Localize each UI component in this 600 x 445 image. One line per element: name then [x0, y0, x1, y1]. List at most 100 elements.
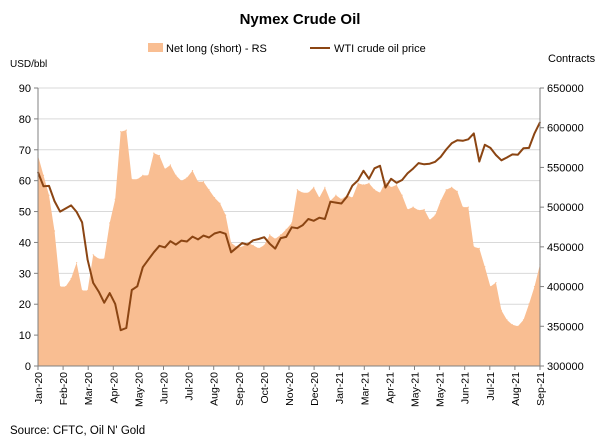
area-point-46	[291, 222, 293, 224]
left-tick-label-40: 40	[19, 237, 31, 249]
area-point-59	[362, 184, 365, 186]
area-point-9	[87, 289, 89, 292]
left-tick-label-0: 0	[25, 361, 31, 373]
area-point-74	[445, 189, 447, 191]
right-tick-label-450000: 450000	[547, 242, 584, 254]
line-point-71	[428, 162, 431, 165]
area-point-22	[158, 154, 160, 157]
line-point-36	[235, 246, 238, 249]
area-point-89	[528, 303, 530, 305]
line-point-35	[230, 251, 232, 254]
x-tick-label-5: Jun-20	[159, 372, 171, 404]
x-tick-label-19: Aug-21	[510, 372, 522, 406]
line-point-61	[373, 167, 376, 170]
legend-swatch-net-long	[148, 43, 163, 52]
area-point-19	[142, 174, 144, 176]
left-tick-label-90: 90	[19, 83, 31, 95]
line-point-21	[153, 251, 155, 254]
area-point-60	[368, 182, 370, 184]
line-point-34	[224, 233, 227, 235]
line-point-29	[197, 238, 199, 241]
area-point-20	[147, 174, 149, 176]
line-point-63	[384, 186, 387, 189]
area-point-72	[434, 214, 436, 216]
x-tick-label-9: Oct-20	[259, 372, 271, 404]
area-point-39	[252, 244, 254, 246]
area-point-88	[522, 319, 525, 321]
area-point-76	[456, 190, 458, 192]
line-point-86	[511, 153, 514, 156]
area-point-79	[473, 246, 475, 248]
x-tick-label-15: May-21	[410, 372, 422, 407]
line-point-53	[329, 200, 332, 203]
right-tick-label-550000: 550000	[547, 162, 584, 174]
area-point-18	[136, 178, 138, 180]
area-point-6	[70, 278, 72, 280]
area-point-81	[484, 266, 486, 268]
line-point-9	[86, 258, 89, 261]
line-point-77	[462, 140, 464, 142]
area-point-31	[208, 189, 210, 191]
line-point-74	[445, 148, 448, 151]
area-point-43	[274, 238, 276, 240]
x-tick-label-3: Apr-20	[108, 372, 120, 404]
line-point-75	[450, 142, 453, 145]
line-point-2	[48, 185, 50, 187]
line-point-15	[119, 329, 122, 332]
area-point-33	[219, 202, 221, 204]
line-point-88	[522, 147, 525, 149]
line-point-31	[208, 236, 210, 239]
line-point-17	[131, 289, 133, 291]
line-point-16	[125, 327, 128, 329]
line-point-20	[147, 258, 150, 261]
line-point-5	[64, 207, 67, 210]
area-point-2	[48, 194, 50, 196]
x-tick-label-1: Feb-20	[58, 372, 70, 405]
area-point-90	[533, 286, 536, 288]
area-point-51	[318, 197, 320, 199]
line-point-82	[489, 147, 492, 149]
line-point-80	[478, 160, 481, 163]
line-point-90	[533, 132, 536, 135]
area-point-23	[164, 168, 166, 170]
x-tick-label-2: Mar-20	[83, 372, 95, 405]
line-point-4	[59, 210, 61, 213]
left-tick-label-10: 10	[19, 330, 31, 342]
line-point-30	[202, 234, 205, 237]
area-point-27	[186, 177, 188, 179]
area-point-5	[65, 286, 67, 288]
line-point-33	[219, 231, 221, 233]
right-axis-ticks: 300000 350000 400000 450000 500000 550000 6000…	[540, 83, 584, 373]
line-point-69	[417, 162, 420, 164]
line-point-68	[412, 167, 414, 170]
line-wti-price	[37, 121, 541, 332]
area-point-26	[180, 180, 182, 182]
line-point-41	[263, 236, 266, 238]
left-tick-label-20: 20	[19, 299, 31, 311]
left-tick-label-80: 80	[19, 114, 31, 126]
line-point-55	[340, 202, 343, 205]
line-point-3	[53, 200, 56, 202]
line-point-50	[313, 220, 315, 222]
area-point-61	[373, 189, 376, 191]
area-point-37	[241, 246, 243, 248]
x-tick-label-18: Jul-21	[485, 372, 497, 401]
line-point-64	[390, 178, 392, 180]
right-tick-label-350000: 350000	[547, 321, 584, 333]
area-point-66	[401, 194, 403, 196]
line-point-25	[175, 243, 177, 246]
area-point-50	[313, 186, 315, 188]
line-point-60	[368, 178, 370, 180]
series-net-long	[37, 129, 541, 366]
area-point-86	[511, 324, 513, 326]
left-tick-label-50: 50	[19, 207, 31, 219]
right-tick-label-650000: 650000	[547, 83, 584, 95]
x-tick-label-20: Sep-21	[535, 372, 547, 406]
line-point-81	[484, 144, 486, 146]
area-point-32	[213, 197, 216, 199]
line-point-14	[114, 303, 116, 305]
line-point-46	[291, 226, 293, 229]
area-point-45	[285, 228, 287, 230]
x-tick-label-16: May-21	[435, 372, 447, 407]
